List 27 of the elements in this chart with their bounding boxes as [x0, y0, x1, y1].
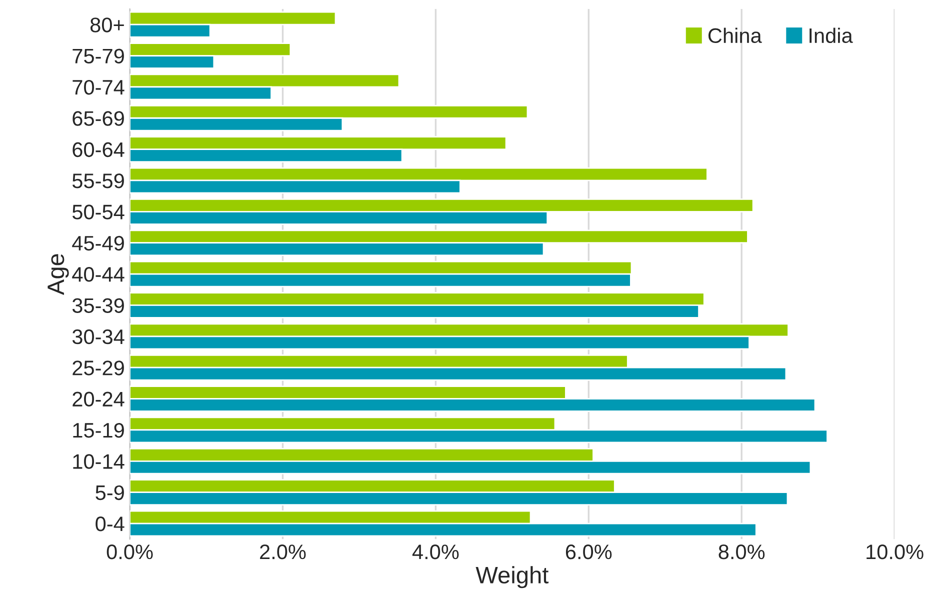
- y-tick-label: 70-74: [72, 80, 124, 95]
- y-axis-title: Age: [48, 254, 69, 295]
- x-tick-label: 2.0%: [260, 544, 306, 560]
- x-tick-label: 6.0%: [566, 544, 612, 560]
- y-tick-label: 5-9: [96, 485, 124, 500]
- y-tick-label: 15-19: [73, 422, 124, 438]
- y-tick-label: 65-69: [72, 111, 124, 126]
- legend-label: India: [810, 28, 853, 44]
- y-tick-label: 50-54: [72, 204, 124, 220]
- y-tick-label: 30-34: [72, 329, 124, 344]
- y-tick-label: 55-59: [72, 173, 124, 188]
- x-axis-title: Weight: [476, 566, 549, 588]
- y-tick-label: 80+: [90, 18, 124, 32]
- y-tick-label: 0-4: [96, 516, 124, 532]
- y-tick-label: 45-49: [72, 236, 124, 251]
- legend-label: China: [708, 28, 762, 44]
- y-tick-label: 20-24: [72, 392, 124, 407]
- x-tick-label: 0.0%: [106, 544, 153, 560]
- x-tick-label: 10.0%: [866, 544, 924, 560]
- y-tick-label: 35-39: [72, 298, 124, 313]
- y-tick-label: 60-64: [72, 142, 124, 158]
- y-tick-label: 25-29: [72, 360, 124, 376]
- y-tick-label: 75-79: [72, 48, 124, 64]
- x-tick-label: 4.0%: [412, 544, 459, 560]
- y-tick-label: 10-14: [73, 454, 124, 469]
- x-tick-label: 8.0%: [718, 544, 765, 560]
- y-tick-label: 40-44: [72, 267, 124, 282]
